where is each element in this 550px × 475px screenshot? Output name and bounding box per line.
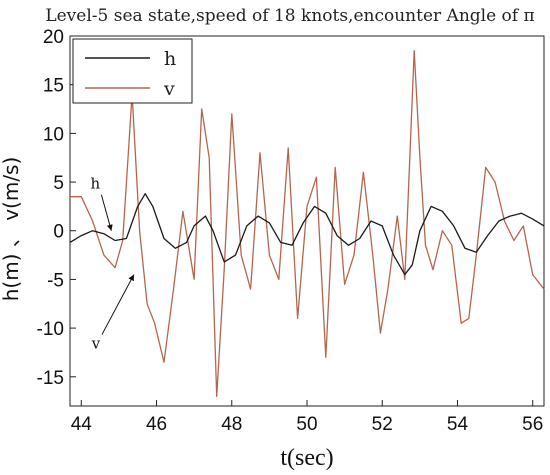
series-line-v [70,49,545,397]
y-tick-label: -15 [37,368,64,389]
x-tick-label: 52 [372,414,393,435]
x-tick-label: 50 [296,414,317,435]
y-axis: -15 -10 -5 0 5 10 15 20 [37,27,76,389]
y-tick-label: 20 [43,27,64,48]
y-tick-label: -10 [37,319,64,340]
x-tick-label: 48 [221,414,242,435]
annotation-label: v [91,335,101,353]
x-axis: 44 46 48 50 52 54 56 [71,400,543,435]
legend: h v [72,38,193,104]
x-tick-label: 46 [146,414,167,435]
annotation-arrow [100,194,113,231]
y-tick-label: 5 [53,173,64,194]
annotation-arrow [101,274,135,335]
chart-title: Level-5 sea state,speed of 18 knots,enco… [45,6,534,26]
legend-h-label: h [164,48,176,70]
series-line-h [69,193,545,276]
annotation-label: h [91,175,101,193]
y-tick-label: -5 [47,270,64,291]
y-tick-label: 0 [53,222,64,243]
x-tick-label: 56 [522,414,543,435]
legend-box [72,38,193,104]
legend-v-label: v [163,78,175,100]
plot-lines [69,49,545,397]
x-axis-label: t(sec) [280,445,333,471]
x-tick-label: 54 [447,414,469,435]
y-axis-label: h(m) 、 v(m/s) [0,157,23,302]
y-tick-label: 15 [43,76,64,97]
annotations: hv [91,175,135,353]
x-tick-label: 44 [71,414,93,435]
y-tick-label: 10 [43,124,64,145]
